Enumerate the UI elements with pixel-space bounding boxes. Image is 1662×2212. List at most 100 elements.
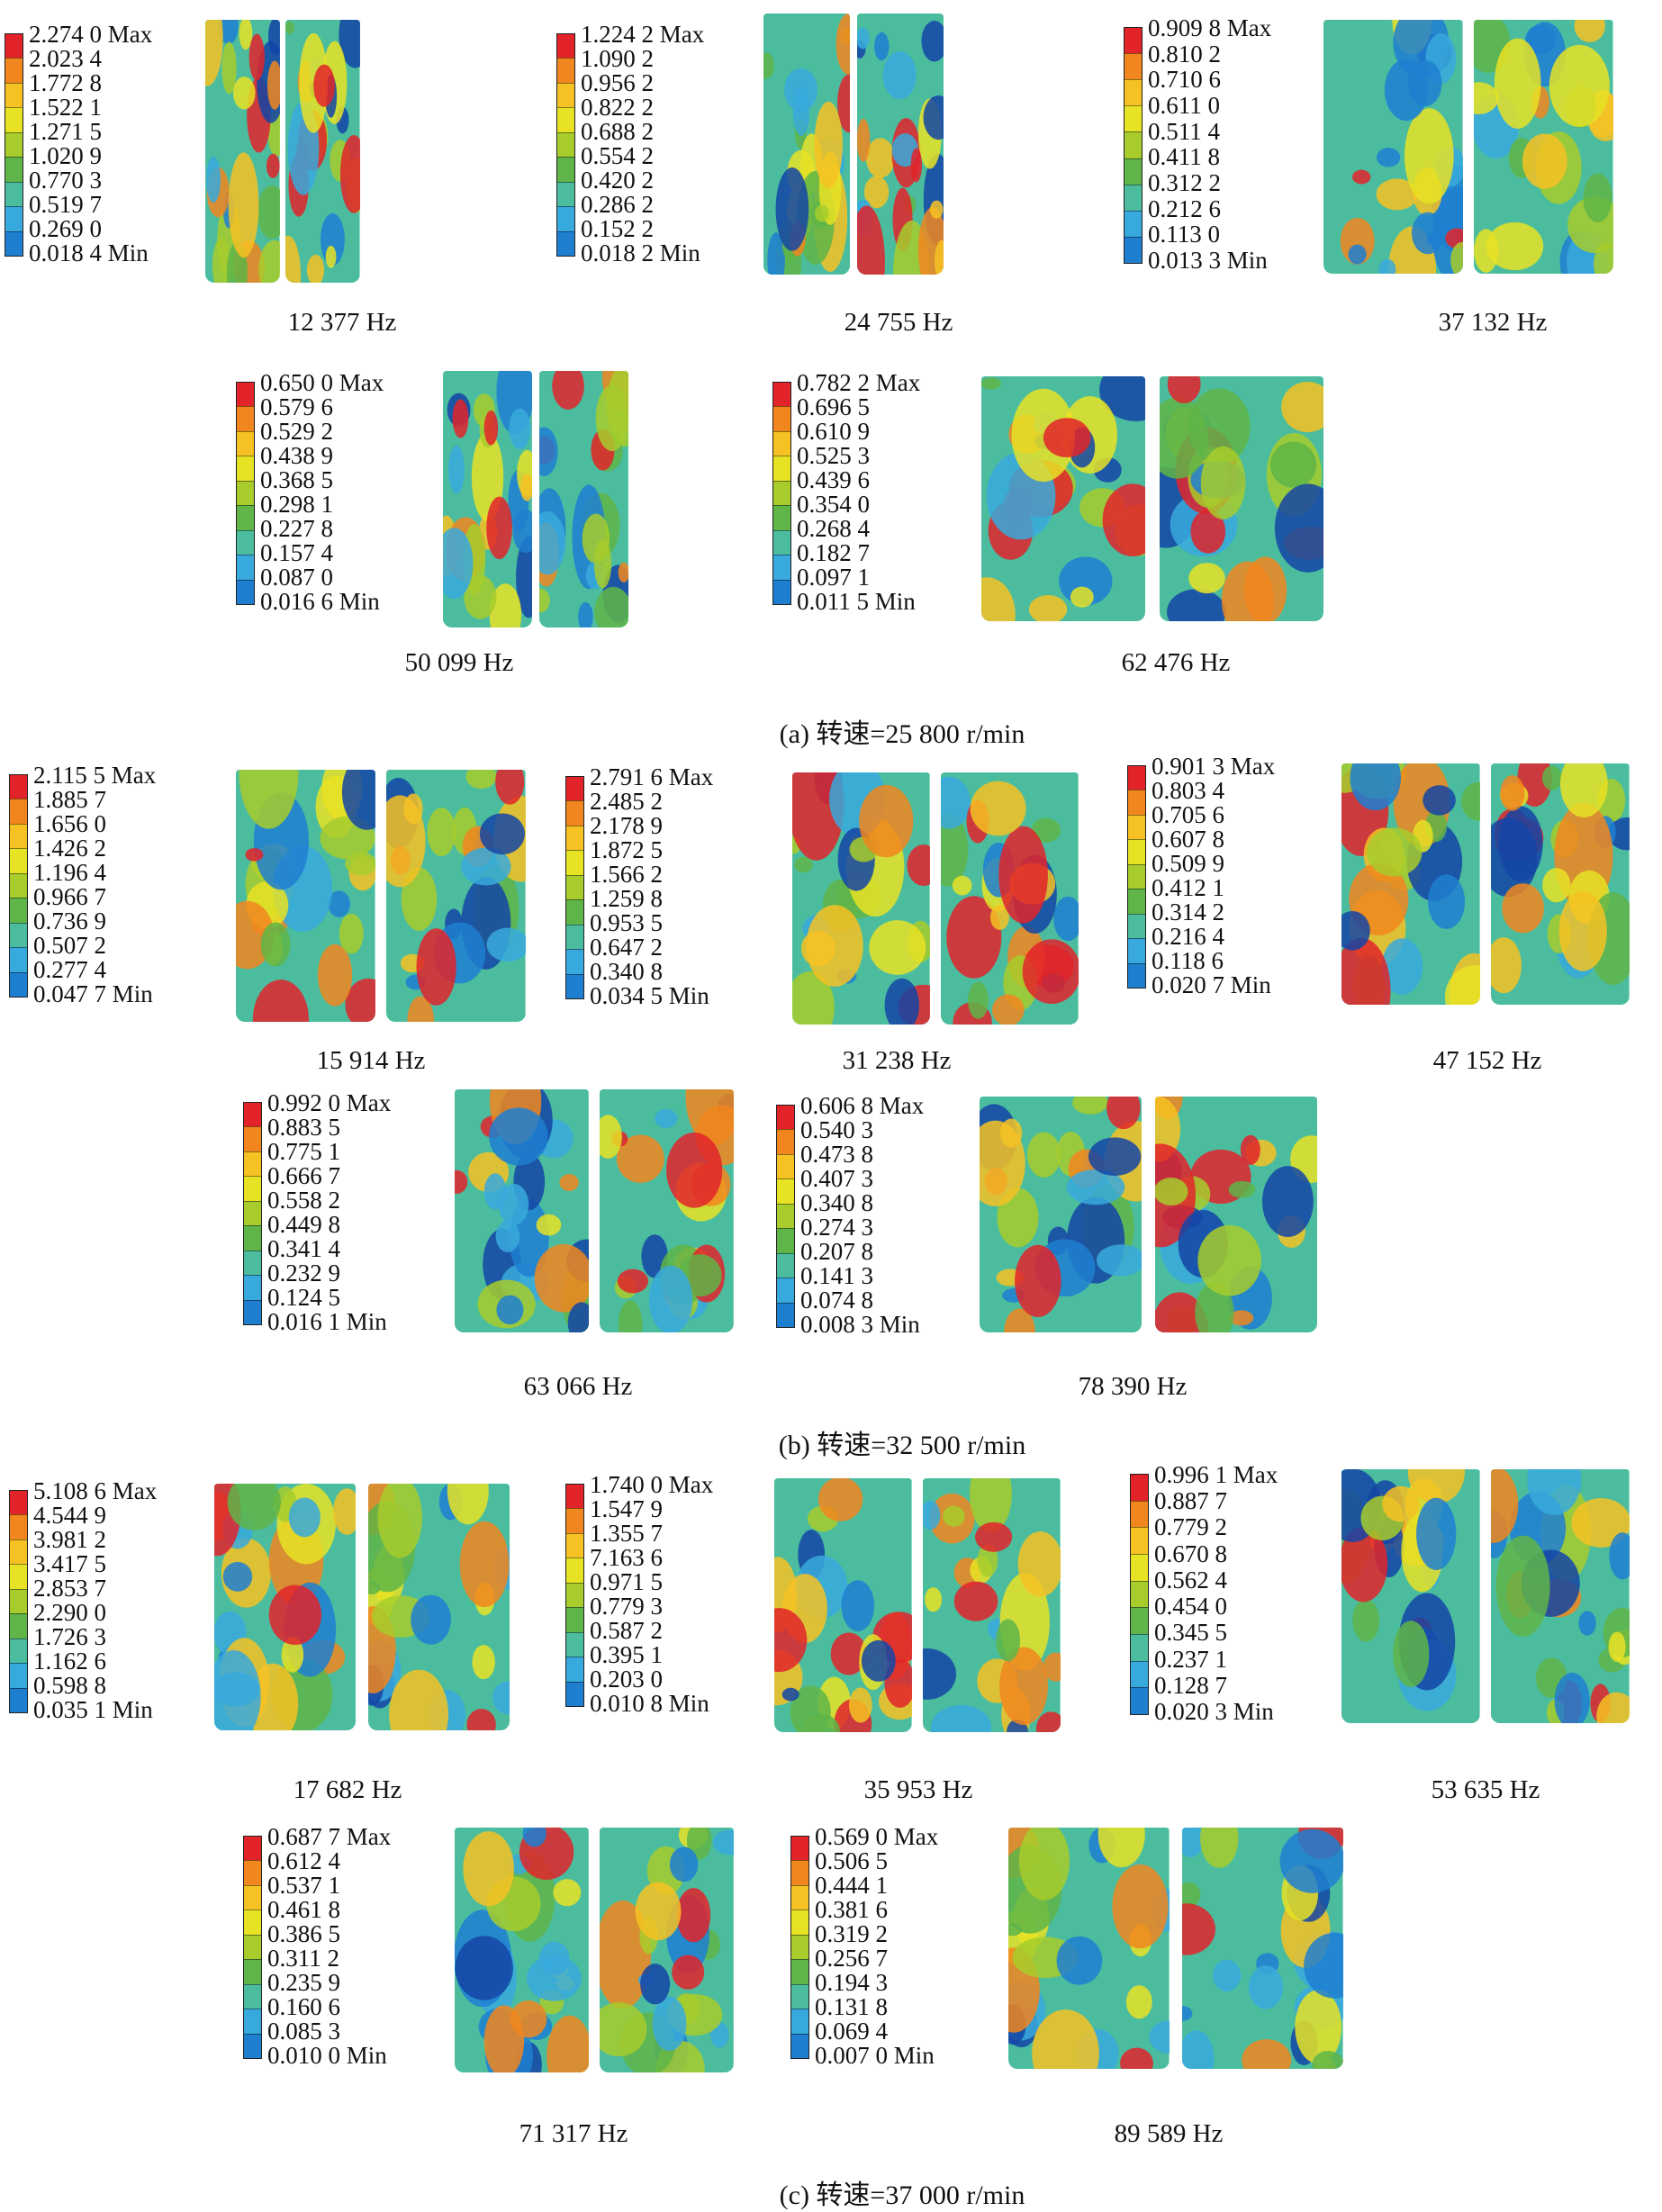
legend-swatch [244,1934,261,1960]
legend-value: 0.074 8 [800,1287,873,1314]
legend-swatch [10,1613,27,1639]
legend-swatch [5,58,23,83]
legend-swatch [237,505,254,530]
blade-right-contour [1159,376,1323,621]
legend-swatch [773,480,790,506]
legend-value: 2.115 5 Max [33,762,157,789]
blade-left-contour [455,1828,589,2072]
legend-value: 0.650 0 Max [260,369,384,396]
legend-swatch [244,1299,261,1324]
legend-value: 0.562 4 [1154,1566,1227,1594]
legend-value: 0.509 9 [1152,850,1224,877]
legend-value: 0.020 3 Min [1154,1697,1274,1725]
legend-swatch [791,1860,808,1885]
blade-left-contour [1341,1469,1480,1723]
legend-value: 0.087 0 [260,564,333,591]
legend-value: 0.216 4 [1152,923,1224,950]
legend-color-bar [1130,1474,1149,1715]
legend-color-bar [790,1836,809,2059]
legend-value: 0.770 3 [29,167,102,194]
legend-value: 0.439 6 [797,466,870,493]
legend-swatch [777,1252,794,1278]
legend-swatch [773,456,790,481]
blade-right-contour [539,371,628,627]
legend-value: 0.124 5 [267,1284,340,1311]
legend-value: 0.647 2 [590,934,663,961]
legend-swatch [244,1910,261,1935]
legend-value: 0.610 9 [797,418,870,445]
legend-value: 0.203 0 [590,1666,663,1693]
mode-frequency-label: 50 099 Hz [404,648,514,677]
legend-swatch [10,1564,27,1589]
legend-value: 0.237 1 [1154,1645,1227,1673]
legend-swatch [5,82,23,108]
legend-swatch [5,157,23,182]
legend-swatch [1125,158,1142,185]
blade-right-contour [1491,1469,1630,1723]
legend-swatch [10,848,27,873]
section-caption: (b) 转速=32 500 r/min [778,1431,1026,1460]
legend-value: 2.485 2 [590,788,663,815]
legend-swatch [566,973,583,998]
blade-right-contour [1491,763,1630,1005]
legend-value: 0.118 6 [1152,947,1224,974]
legend-value: 0.011 5 Min [797,588,916,615]
legend-swatch [1128,790,1145,815]
legend-value: 0.311 2 [267,1945,339,1972]
displacement-contour-map [763,14,944,275]
legend-swatch [10,971,27,997]
legend-value: 0.540 3 [800,1116,873,1143]
legend-value: 0.587 2 [590,1617,663,1644]
section-caption: (c) 转速=37 000 r/min [779,2180,1025,2210]
legend-value: 0.232 9 [267,1259,340,1287]
legend-swatch [5,34,23,59]
legend-color-bar [243,1102,262,1325]
legend-value: 0.018 4 Min [29,239,149,266]
blade-left-contour [980,1097,1142,1332]
legend-swatch [5,131,23,158]
blade-right-contour [857,14,944,275]
legend-value: 0.008 3 Min [800,1311,920,1338]
legend-value: 0.779 3 [590,1593,663,1620]
legend-swatch [1128,962,1145,988]
legend-swatch [773,529,790,555]
legend-value: 0.097 1 [797,564,870,591]
legend-swatch [791,1934,808,1960]
legend-swatch [237,579,254,604]
legend-value: 0.822 2 [581,94,654,121]
legend-value: 0.256 7 [815,1945,888,1972]
legend-value: 0.157 4 [260,539,333,566]
legend-value: 1.522 1 [29,94,102,121]
legend-swatch [1131,1580,1148,1608]
blade-right-contour [600,1828,734,2072]
legend-value: 0.779 2 [1154,1513,1227,1541]
legend-value: 0.529 2 [260,418,333,445]
legend-value: 0.047 7 Min [33,980,153,1007]
legend-value: 1.259 8 [590,885,663,912]
displacement-contour-map [214,1484,510,1730]
legend-swatch [237,383,254,407]
legend-value: 0.506 5 [815,1847,888,1874]
legend-value: 0.160 6 [267,1993,340,2020]
legend-swatch [5,107,23,132]
blade-right-contour [1155,1097,1317,1332]
mode-frequency-label: 62 476 Hz [1121,648,1231,677]
legend-value: 0.473 8 [800,1141,873,1168]
legend-value: 0.194 3 [815,1969,888,1996]
legend-swatch [5,181,23,207]
legend-color-bar [556,33,575,257]
legend-value: 0.034 5 Min [590,982,709,1009]
legend-swatch [237,430,254,456]
legend-value: 3.981 2 [33,1526,106,1553]
legend-value: 0.227 8 [260,515,333,542]
blade-left-contour [443,371,532,627]
blade-left-contour [455,1089,589,1332]
legend-value: 0.141 3 [800,1262,873,1289]
legend-value: 1.224 2 Max [581,21,705,48]
